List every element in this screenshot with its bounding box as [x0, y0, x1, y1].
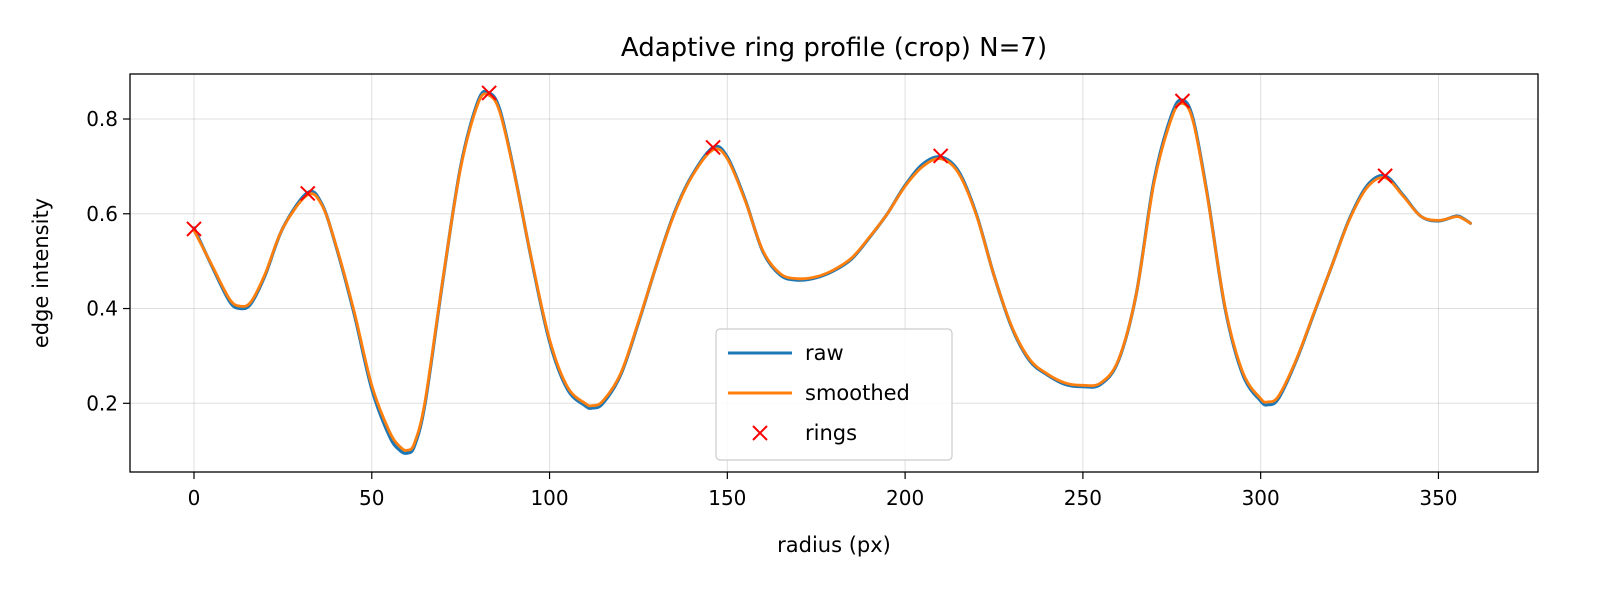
x-axis-label: radius (px)	[777, 533, 891, 557]
ring-marker	[300, 185, 316, 202]
ring-marker	[481, 85, 497, 101]
x-tick-label: 0	[188, 486, 201, 510]
ring-marker	[932, 148, 949, 164]
legend-marker-rings	[752, 425, 768, 441]
ring-marker	[186, 221, 202, 237]
x-tick-label: 200	[886, 486, 924, 510]
legend: raw smoothed rings	[715, 328, 953, 461]
legend-label-rings: rings	[805, 421, 857, 445]
x-tick-label: 350	[1419, 486, 1457, 510]
axes-ticks: 0 50 100 150 200 250 300 350 0.2 0.4 0.6 0.8	[86, 107, 1457, 510]
x-tick-label: 100	[530, 486, 568, 510]
x-tick-label: 300	[1242, 486, 1280, 510]
x-tick-label: 250	[1064, 486, 1102, 510]
y-tick-label: 0.4	[86, 297, 118, 321]
chart-title: Adaptive ring profile (crop) N=7)	[621, 33, 1047, 63]
y-axis-label: edge intensity	[29, 198, 53, 348]
y-tick-label: 0.2	[86, 391, 118, 415]
legend-label-raw: raw	[805, 341, 844, 365]
ring-marker	[1377, 168, 1393, 184]
series-line-smoothed	[192, 92, 1472, 452]
legend-label-smoothed: smoothed	[805, 381, 910, 405]
y-tick-label: 0.6	[86, 202, 118, 226]
ring-marker	[1174, 93, 1191, 109]
y-tick-label: 0.8	[86, 107, 118, 131]
plot-frame	[129, 73, 1539, 473]
ring-marker	[705, 139, 721, 156]
plot-area	[186, 85, 1473, 456]
x-tick-label: 150	[708, 486, 746, 510]
x-tick-label: 50	[359, 486, 384, 510]
legend-box	[715, 328, 953, 461]
